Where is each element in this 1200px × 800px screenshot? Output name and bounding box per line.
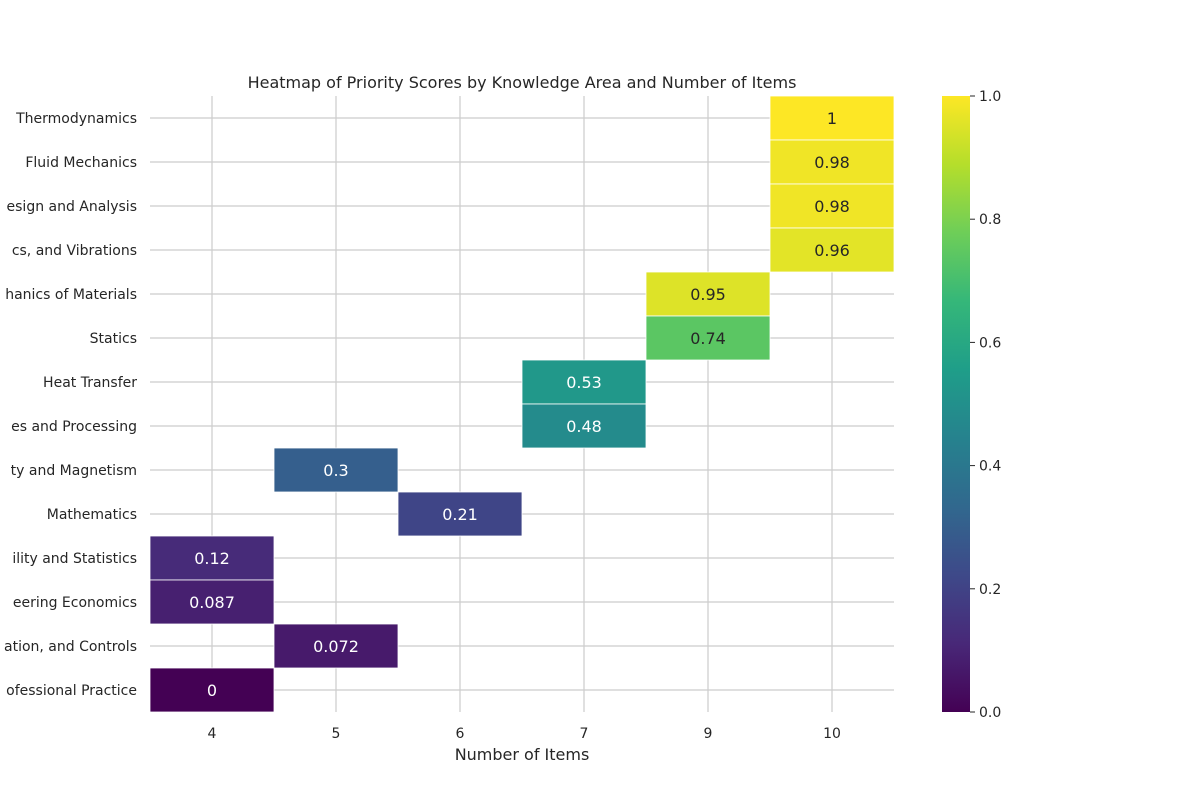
colorbar-tick-label: 0.8 <box>979 212 1001 228</box>
y-tick-label: Mathematics <box>47 507 137 523</box>
heatmap-cell <box>149 667 275 713</box>
colorbar: 0.0 0.2 0.4 0.6 0.8 1.0 <box>942 89 1001 721</box>
heatmap-cell <box>769 227 895 273</box>
y-tick-label: ofessional Practice <box>6 683 137 699</box>
heatmap-cell <box>273 447 399 493</box>
cell-value-label: 0.21 <box>442 505 478 524</box>
heatmap-cell <box>397 491 523 537</box>
cell-value-label: 0 <box>207 681 217 700</box>
cell-value-label: 0.072 <box>313 637 359 656</box>
colorbar-tick-label: 0.6 <box>979 335 1001 351</box>
y-tick-label: Fluid Mechanics <box>25 155 137 171</box>
x-tick-label: 4 <box>208 726 217 742</box>
heatmap-cell <box>769 95 895 141</box>
cell-value-label: 0.12 <box>194 549 230 568</box>
y-tick-label: Heat Transfer <box>43 375 137 391</box>
colorbar-tick-label: 0.2 <box>979 582 1001 598</box>
heatmap-cell <box>273 623 399 669</box>
heatmap-cell <box>521 403 647 449</box>
x-tick-label: 6 <box>456 726 465 742</box>
x-tick-label: 5 <box>332 726 341 742</box>
y-tick-label: ty and Magnetism <box>11 463 137 479</box>
cell-value-label: 1 <box>827 109 837 128</box>
cell-value-label: 0.087 <box>189 593 235 612</box>
colorbar-gradient <box>942 96 970 712</box>
colorbar-tick-label: 0.4 <box>979 459 1001 475</box>
cell-value-label: 0.95 <box>690 285 726 304</box>
heatmap-cell <box>149 535 275 581</box>
cell-value-label: 0.48 <box>566 417 602 436</box>
cell-value-label: 0.74 <box>690 329 726 348</box>
x-tick-label: 7 <box>580 726 589 742</box>
cell-value-label: 0.53 <box>566 373 602 392</box>
chart-title: Heatmap of Priority Scores by Knowledge … <box>248 73 797 92</box>
y-tick-label: ility and Statistics <box>12 551 137 567</box>
colorbar-tick-label: 0.0 <box>979 705 1001 721</box>
heatmap-cell <box>769 183 895 229</box>
x-tick-label: 9 <box>704 726 713 742</box>
cell-value-label: 0.96 <box>814 241 850 260</box>
heatmap-cell <box>645 271 771 317</box>
y-tick-label: Statics <box>90 331 137 347</box>
heatmap-cell <box>149 579 275 625</box>
y-tick-label: eering Economics <box>13 595 137 611</box>
heatmap-cell <box>521 359 647 405</box>
y-tick-label: cs, and Vibrations <box>12 243 137 259</box>
cell-value-label: 0.98 <box>814 197 850 216</box>
x-axis-label: Number of Items <box>455 745 590 764</box>
cell-value-label: 0.98 <box>814 153 850 172</box>
y-tick-label: ation, and Controls <box>4 639 137 655</box>
x-tick-labels: 4 5 6 7 9 10 <box>208 726 841 742</box>
heatmap-cell <box>769 139 895 185</box>
heatmap-cells: 1 0.98 0.98 0.96 0.95 0.74 0.53 0.48 0.3 0.21 0.12… <box>149 95 895 713</box>
y-tick-label: hanics of Materials <box>5 287 137 303</box>
y-tick-label: Thermodynamics <box>15 111 137 127</box>
cell-value-label: 0.3 <box>323 461 348 480</box>
y-tick-label: es and Processing <box>11 419 137 435</box>
y-tick-label: esign and Analysis <box>7 199 137 215</box>
x-tick-label: 10 <box>823 726 841 742</box>
colorbar-tick-label: 1.0 <box>979 89 1001 105</box>
heatmap-cell <box>645 315 771 361</box>
y-tick-labels: Thermodynamics Fluid Mechanics esign and A… <box>4 111 137 699</box>
